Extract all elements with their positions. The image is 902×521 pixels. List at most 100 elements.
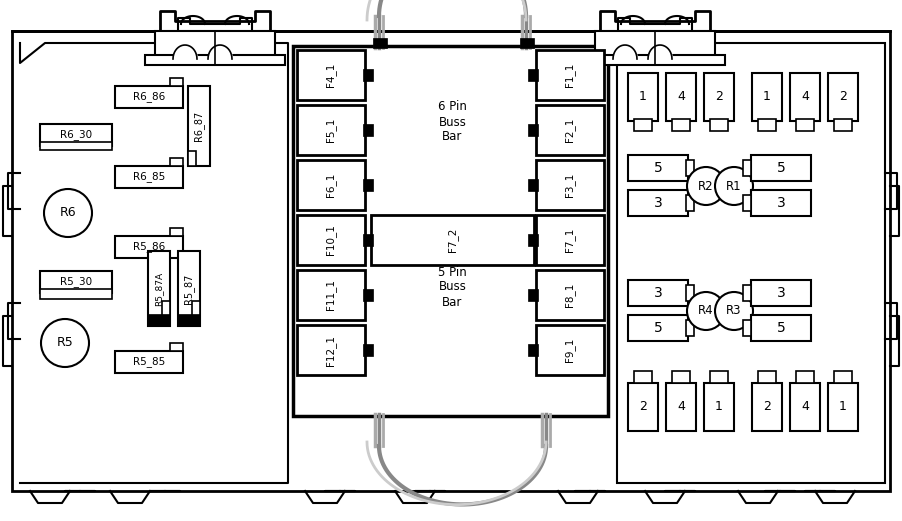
Text: F10_1: F10_1 <box>326 225 336 255</box>
Text: 3: 3 <box>776 196 785 210</box>
Text: 1: 1 <box>762 91 770 104</box>
Text: 2: 2 <box>838 91 846 104</box>
Text: R5_30: R5_30 <box>60 277 92 288</box>
Bar <box>627 315 687 341</box>
Bar <box>363 289 373 301</box>
Bar <box>12 31 889 491</box>
Bar <box>528 179 538 191</box>
Text: R5_87: R5_87 <box>183 274 194 304</box>
Bar <box>297 270 364 320</box>
Bar <box>192 301 199 326</box>
Text: 4: 4 <box>800 401 808 414</box>
Bar <box>528 289 538 301</box>
Bar <box>297 105 364 155</box>
Text: R6_86: R6_86 <box>133 92 165 103</box>
Text: F11_1: F11_1 <box>326 279 336 311</box>
Bar <box>686 285 694 301</box>
Bar <box>742 320 750 336</box>
Bar <box>178 314 199 326</box>
Circle shape <box>714 292 752 330</box>
Bar <box>528 344 538 356</box>
Text: R5_87A: R5_87A <box>154 272 163 306</box>
Text: F6_1: F6_1 <box>326 173 336 197</box>
Bar <box>750 315 810 341</box>
Bar <box>833 119 851 131</box>
Text: F12_1: F12_1 <box>326 334 336 366</box>
Text: 6 Pin
Buss
Bar: 6 Pin Buss Bar <box>437 101 466 143</box>
Bar <box>170 343 183 351</box>
Bar <box>686 320 694 336</box>
Text: R5_86: R5_86 <box>133 242 165 253</box>
Bar <box>373 38 387 48</box>
Text: 3: 3 <box>653 196 662 210</box>
Circle shape <box>714 167 752 205</box>
Bar <box>178 251 199 326</box>
Bar <box>536 50 603 100</box>
Text: R5_85: R5_85 <box>133 356 165 367</box>
Circle shape <box>686 292 724 330</box>
Bar <box>40 142 112 150</box>
Text: 1: 1 <box>714 401 723 414</box>
Bar <box>757 371 775 383</box>
Bar <box>750 280 810 306</box>
Bar <box>757 119 775 131</box>
Bar <box>666 73 695 121</box>
Text: F7_1: F7_1 <box>564 228 575 252</box>
Text: R6_87: R6_87 <box>193 111 204 141</box>
Text: 4: 4 <box>676 91 685 104</box>
Bar <box>148 251 170 326</box>
Bar <box>528 124 538 136</box>
Bar <box>292 46 607 416</box>
Text: F1_1: F1_1 <box>564 63 575 87</box>
Bar <box>750 190 810 216</box>
Bar <box>536 270 603 320</box>
Text: 5 Pin
Buss
Bar: 5 Pin Buss Bar <box>437 266 466 308</box>
Bar <box>627 280 687 306</box>
Bar <box>751 73 781 121</box>
Bar <box>827 383 857 431</box>
Text: 2: 2 <box>639 401 646 414</box>
Bar <box>170 158 183 166</box>
Bar <box>633 371 651 383</box>
Text: R2: R2 <box>697 180 713 192</box>
Bar <box>170 228 183 236</box>
Bar <box>528 69 538 81</box>
Bar <box>742 160 750 176</box>
Bar <box>40 271 112 293</box>
Text: 1: 1 <box>838 401 846 414</box>
Bar <box>371 215 533 265</box>
Bar <box>751 383 781 431</box>
Bar <box>742 195 750 211</box>
Text: 2: 2 <box>714 91 723 104</box>
Bar <box>627 155 687 181</box>
Bar <box>750 155 810 181</box>
Text: 5: 5 <box>776 161 785 175</box>
Bar <box>115 351 183 373</box>
Bar <box>40 289 112 299</box>
Bar <box>115 86 183 108</box>
Bar <box>40 124 112 146</box>
Text: 4: 4 <box>676 401 685 414</box>
Bar <box>536 215 603 265</box>
Text: 4: 4 <box>800 91 808 104</box>
Bar <box>363 124 373 136</box>
Text: R6_85: R6_85 <box>133 171 165 182</box>
Bar <box>789 383 819 431</box>
Bar <box>671 119 689 131</box>
Circle shape <box>44 189 92 237</box>
Text: R6: R6 <box>60 206 77 219</box>
Bar <box>363 179 373 191</box>
Text: 2: 2 <box>762 401 770 414</box>
Bar <box>363 69 373 81</box>
Bar <box>594 31 714 59</box>
Text: R1: R1 <box>725 180 741 192</box>
Bar <box>742 285 750 301</box>
Bar <box>363 234 373 246</box>
Text: R5: R5 <box>57 337 73 350</box>
Bar <box>686 195 694 211</box>
Text: F7_2: F7_2 <box>446 228 457 252</box>
Text: F3_1: F3_1 <box>564 173 575 197</box>
Text: R4: R4 <box>697 304 713 317</box>
Text: F5_1: F5_1 <box>326 118 336 142</box>
Bar <box>148 314 170 326</box>
